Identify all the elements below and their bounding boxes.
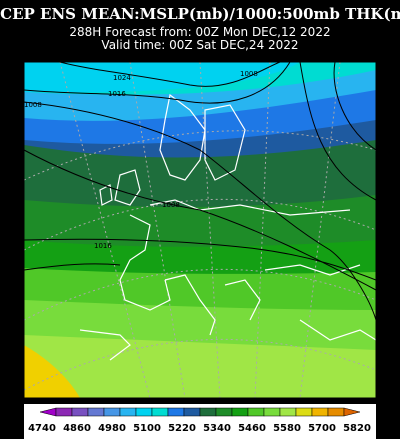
subtitle: 288H Forecast from: 00Z Mon DEC,12 2022: [69, 25, 330, 39]
isobar-label: 1008: [162, 201, 180, 209]
map: 1024 1016 1008 1008 1016 1008: [24, 62, 376, 398]
valid-time: Valid time: 00Z Sat DEC,24 2022: [101, 38, 298, 52]
isobar-label: 1008: [24, 101, 42, 109]
colorbar-cell: [247, 407, 265, 417]
colorbar-cell: [231, 407, 249, 417]
colorbar-label: 4860: [63, 423, 91, 434]
colorbar-cell: [279, 407, 297, 417]
colorbar-cell: [311, 407, 329, 417]
thickness-band: [24, 345, 80, 398]
colorbar-label: 5700: [308, 423, 336, 434]
isobars: [24, 62, 376, 321]
colorbar-label: 5580: [273, 423, 301, 434]
colorbar-cell: [87, 407, 105, 417]
thickness-band: [24, 335, 376, 398]
thickness-band: [24, 62, 300, 93]
colorbar-label: 5340: [203, 423, 231, 434]
colorbar-cell: [327, 407, 345, 417]
colorbar-cell: [151, 407, 169, 417]
colorbar-cell: [167, 407, 185, 417]
colorbar-cell: [119, 407, 137, 417]
graticule: [24, 62, 376, 398]
colorbar-label: 5220: [168, 423, 196, 434]
isobar-label: 1016: [94, 242, 112, 250]
colorbar-cell: [199, 407, 217, 417]
colorbar-label: 4980: [98, 423, 126, 434]
map-frame: [23, 61, 377, 399]
title: NCEP ENS MEAN:MSLP(mb)/1000:500mb THK(m): [0, 5, 400, 23]
colorbar-cell: [343, 407, 361, 417]
colorbar-cell: [71, 407, 89, 417]
colorbar-cell: [215, 407, 233, 417]
isobar-label: 1016: [108, 90, 126, 98]
colorbar-cell: [55, 407, 73, 417]
colorbar-cell: [295, 407, 313, 417]
colorbar-label: 5820: [343, 423, 371, 434]
colorbar: 4740 4860 4980 5100 5220 5340 5460 5580 5700 5820: [28, 407, 371, 434]
colorbar-label: 5100: [133, 423, 161, 434]
colorbar-cell: [183, 407, 201, 417]
colorbar-cell: [263, 407, 281, 417]
colorbar-cell: [135, 407, 153, 417]
colorbar-label: 4740: [28, 423, 56, 434]
isobar-label: 1024: [113, 74, 131, 82]
coastlines: [79, 93, 376, 361]
colorbar-cell: [103, 407, 121, 417]
colorbar-label: 5460: [238, 423, 266, 434]
isobar-label: 1008: [240, 70, 258, 78]
